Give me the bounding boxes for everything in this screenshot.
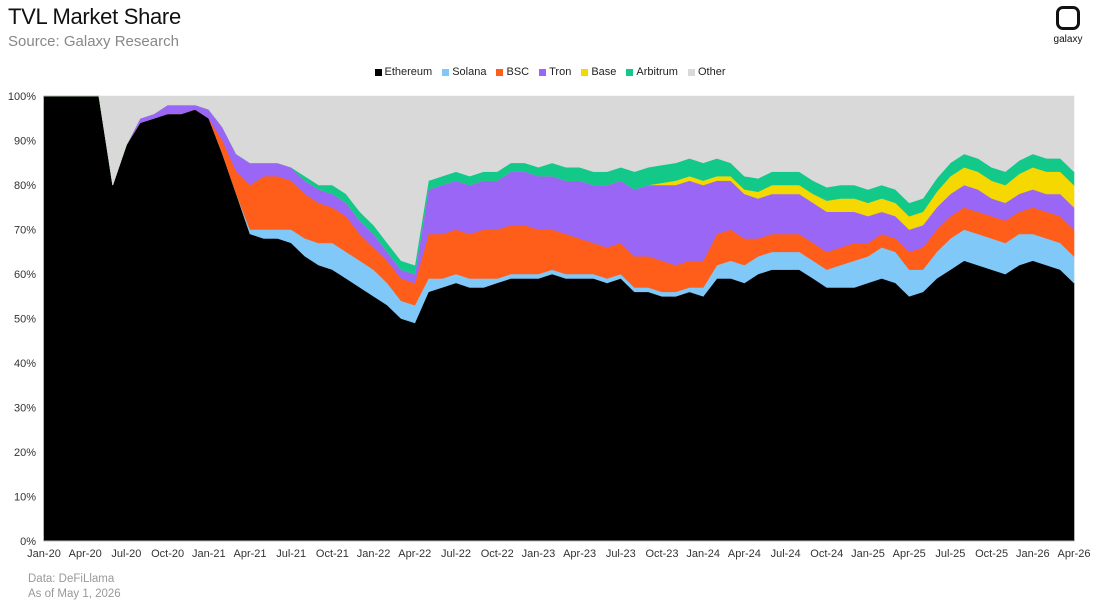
legend-swatch (626, 68, 634, 76)
legend-item-base: Base (581, 66, 616, 78)
legend-item-bsc: BSC (496, 66, 529, 78)
series-area-other (44, 95, 1075, 266)
x-tick-label: Oct-22 (481, 548, 514, 560)
x-tick-label: Oct-23 (645, 548, 678, 560)
x-tick-label: Apr-24 (728, 548, 761, 560)
legend-swatch (442, 68, 450, 76)
legend-label: Base (591, 66, 617, 78)
legend-swatch (496, 68, 504, 76)
y-tick-label: 20% (14, 447, 36, 459)
legend-swatch (687, 68, 695, 76)
y-tick-label: 50% (14, 314, 36, 326)
x-tick-label: Oct-25 (975, 548, 1008, 560)
legend-label: Other (697, 66, 726, 78)
x-tick-label: Jan-26 (1016, 548, 1050, 560)
x-tick-label: Jul-21 (276, 548, 306, 560)
x-tick-label: Apr-25 (893, 548, 926, 560)
legend-item-tron: Tron (539, 66, 571, 78)
y-tick-label: 70% (14, 225, 36, 237)
x-tick-label: Oct-21 (316, 548, 349, 560)
x-tick-label: Jul-20 (111, 548, 141, 560)
y-tick-label: 30% (14, 403, 36, 415)
data-source-note: Data: DeFiLlama (28, 573, 115, 585)
legend-item-arbitrum: Arbitrum (626, 66, 678, 78)
chart-title: TVL Market Share (8, 4, 181, 29)
legend-item-other: Other (687, 66, 726, 78)
brand-name: galaxy (1053, 34, 1083, 45)
chart-subtitle: Source: Galaxy Research (8, 33, 179, 50)
chart-footer: Data: DeFiLlama As of May 1, 2026 (28, 572, 121, 602)
galaxy-logo-icon (1056, 6, 1080, 30)
x-tick-label: Jan-24 (686, 548, 720, 560)
x-tick-label: Jul-24 (771, 548, 801, 560)
x-tick-label: Oct-20 (151, 548, 184, 560)
x-tick-label: Jan-25 (851, 548, 885, 560)
y-tick-label: 80% (14, 180, 36, 192)
y-tick-label: 40% (14, 358, 36, 370)
x-tick-label: Jul-25 (935, 548, 965, 560)
x-tick-label: Oct-24 (810, 548, 843, 560)
x-tick-label: Jan-21 (192, 548, 226, 560)
x-tick-label: Jan-22 (357, 548, 391, 560)
legend-swatch (581, 68, 589, 76)
legend-swatch (374, 68, 382, 76)
x-tick-label: Apr-20 (69, 548, 102, 560)
y-tick-label: 0% (20, 536, 36, 548)
x-tick-label: Apr-22 (398, 548, 431, 560)
legend-label: Tron (549, 66, 572, 78)
y-tick-label: 60% (14, 269, 36, 281)
x-tick-label: Jan-20 (27, 548, 61, 560)
x-tick-label: Jul-22 (441, 548, 471, 560)
x-tick-label: Apr-23 (563, 548, 596, 560)
as-of-date-note: As of May 1, 2026 (28, 588, 121, 600)
x-tick-label: Apr-26 (1057, 548, 1090, 560)
legend-label: Ethereum (384, 66, 433, 78)
x-tick-label: Apr-21 (233, 548, 266, 560)
x-tick-label: Jul-23 (606, 548, 636, 560)
legend-item-solana: Solana (442, 66, 486, 78)
legend-swatch (539, 68, 547, 76)
legend-label: BSC (506, 66, 530, 78)
y-tick-label: 100% (8, 91, 36, 103)
legend-label: Solana (452, 66, 487, 78)
chart-legend: Ethereum Solana BSC Tron Base Arbitrum Other (0, 66, 1100, 78)
legend-item-ethereum: Ethereum (374, 66, 433, 78)
brand-logo: galaxy (1048, 6, 1088, 45)
y-tick-label: 90% (14, 136, 36, 148)
y-tick-label: 10% (14, 492, 36, 504)
x-tick-label: Jan-23 (522, 548, 556, 560)
legend-label: Arbitrum (636, 66, 678, 78)
